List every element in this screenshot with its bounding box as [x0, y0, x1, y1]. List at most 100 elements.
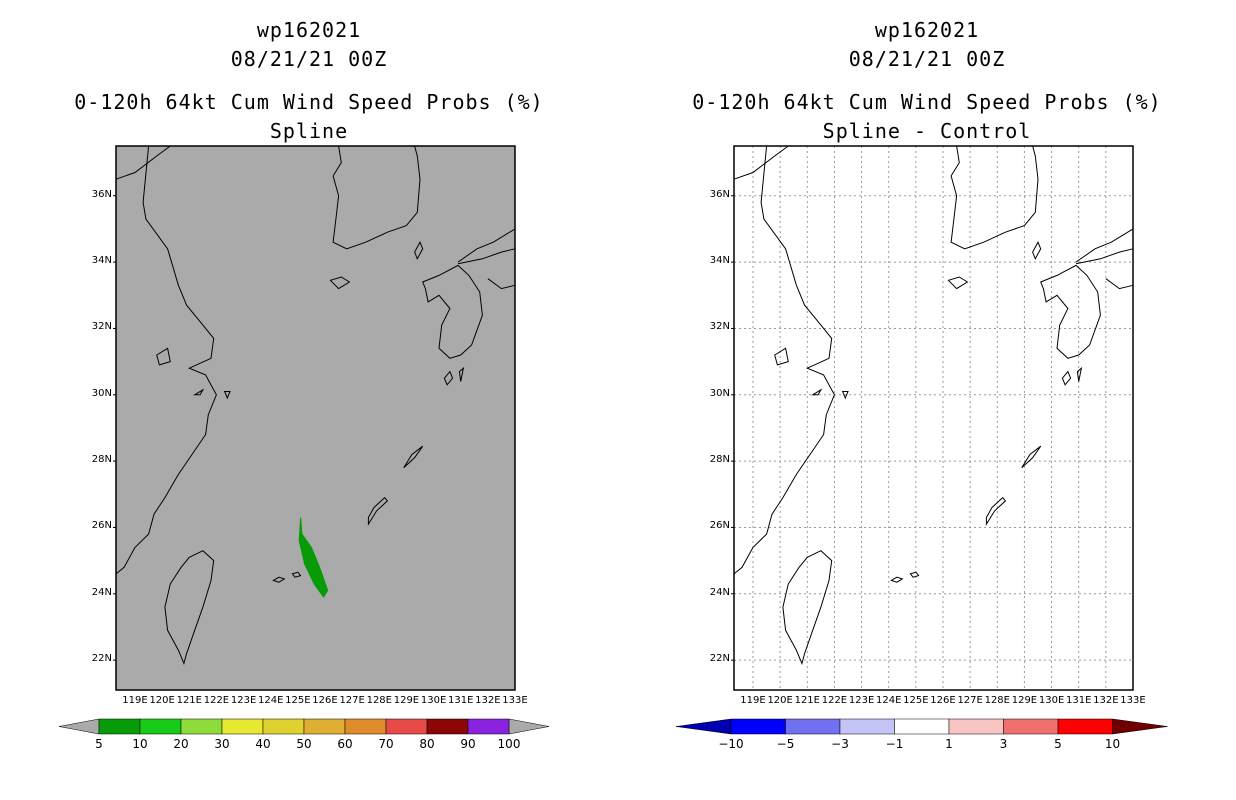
island [414, 241, 424, 260]
colorbar-arrow-high [1112, 718, 1168, 735]
island [1076, 366, 1083, 382]
island [909, 571, 920, 578]
map-frame [733, 145, 1134, 691]
island [156, 347, 171, 366]
colorbar-arrow-low [675, 718, 732, 735]
kyushu-coastline [1040, 264, 1101, 359]
forecast-date: 08/21/21 00Z [848, 47, 1006, 71]
island [458, 366, 465, 382]
product-title: 0-120h 64kt Cum Wind Speed Probs (%) [692, 90, 1162, 114]
map-plot [113, 145, 516, 691]
colorbar-swatch [385, 718, 428, 735]
jeju-island [329, 276, 351, 290]
probability-region [298, 517, 329, 598]
lon-tick-label: 119E [740, 695, 766, 706]
island [192, 388, 205, 396]
japan-coastline [457, 248, 516, 265]
lon-tick-label: 123E [230, 695, 257, 706]
panel-subtitle: Spline - Control [822, 119, 1032, 143]
island [223, 391, 231, 400]
colorbar-label: 5 [1054, 737, 1062, 751]
colorbar-label: −5 [776, 737, 795, 751]
colorbar-swatch [785, 718, 841, 735]
lon-tick-label: 123E [848, 695, 875, 706]
lat-tick-label: 36N [709, 188, 730, 200]
colorbar-swatch [262, 718, 305, 735]
colorbar-label: 40 [255, 737, 271, 751]
japan-coastline [457, 228, 516, 263]
colorbar-label: 5 [95, 737, 103, 751]
island [367, 496, 389, 526]
lon-tick-label: 121E [176, 695, 202, 706]
island [1021, 445, 1042, 469]
colorbar-swatch [180, 718, 223, 735]
lon-tick-label: 133E [1120, 695, 1146, 706]
colorbar-label: 20 [173, 737, 189, 751]
colorbar-label: −1 [885, 737, 904, 751]
colorbar-label: 90 [460, 737, 476, 751]
colorbar-swatch [894, 718, 950, 735]
lat-tick-label: 34N [709, 255, 730, 267]
lat-tick-label: 36N [91, 188, 112, 200]
island [774, 347, 789, 366]
colorbar-label: 100 [497, 737, 521, 751]
japan-coastline [1075, 248, 1134, 265]
colorbar-swatch [467, 718, 510, 735]
lon-tick-label: 130E [1038, 695, 1065, 706]
colorbar-swatch [426, 718, 469, 735]
map-background [734, 146, 1133, 690]
lat-tick-label: 32N [709, 321, 730, 333]
colorbar-swatch [139, 718, 182, 735]
colorbar-swatch [1003, 718, 1059, 735]
lon-tick-label: 128E [366, 695, 392, 706]
storm-id: wp162021 [256, 18, 362, 42]
lon-tick-label: 122E [821, 695, 848, 706]
island [985, 496, 1007, 526]
lon-tick-label: 127E [957, 695, 983, 706]
lon-tick-label: 119E [122, 695, 148, 706]
lat-tick-label: 24N [709, 586, 730, 598]
lat-tick-label: 30N [91, 387, 112, 399]
lon-tick-label: 122E [203, 695, 230, 706]
colorbar-arrow-high [508, 718, 550, 735]
colorbar-label: 3 [999, 737, 1008, 751]
lon-tick-label: 125E [285, 695, 311, 706]
korea-coastline [332, 145, 421, 250]
colorbar-label: 60 [337, 737, 353, 751]
lon-tick-label: 127E [339, 695, 365, 706]
japan-coastline [1075, 228, 1134, 263]
lat-tick-label: 34N [91, 255, 112, 267]
colorbar-arrow-low [58, 718, 100, 735]
island [443, 370, 454, 386]
colorbar-swatch [221, 718, 264, 735]
lon-tick-label: 124E [258, 695, 284, 706]
lat-tick-label: 26N [91, 520, 112, 532]
lat-tick-label: 26N [709, 520, 730, 532]
china-coastline [115, 145, 217, 575]
lon-tick-label: 124E [876, 695, 902, 706]
island [890, 576, 904, 583]
lat-tick-label: 22N [91, 653, 112, 665]
lat-tick-label: 28N [91, 454, 112, 466]
taiwan-coastline [164, 550, 215, 666]
lon-tick-label: 130E [420, 695, 447, 706]
lon-tick-label: 126E [930, 695, 956, 706]
colorbar-swatch [98, 718, 141, 735]
forecast-date: 08/21/21 00Z [230, 47, 388, 71]
lon-tick-label: 132E [1093, 695, 1119, 706]
colorbar-swatch [839, 718, 895, 735]
colorbar-label: 10 [132, 737, 148, 751]
right-panel: wp162021 08/21/21 00Z 0-120h 64kt Cum Wi… [618, 0, 1236, 800]
lon-tick-label: 120E [149, 695, 175, 706]
kyushu-coastline [422, 264, 483, 359]
colorbar-swatch [730, 718, 786, 735]
colorbar-label: 10 [1104, 737, 1121, 751]
korea-coastline [950, 145, 1039, 250]
lon-tick-label: 129E [1011, 695, 1038, 706]
lon-tick-label: 129E [393, 695, 420, 706]
lon-tick-label: 133E [502, 695, 528, 706]
island [810, 388, 823, 396]
colorbar-label: 70 [378, 737, 394, 751]
china-coastline [733, 145, 835, 575]
island [841, 391, 849, 400]
